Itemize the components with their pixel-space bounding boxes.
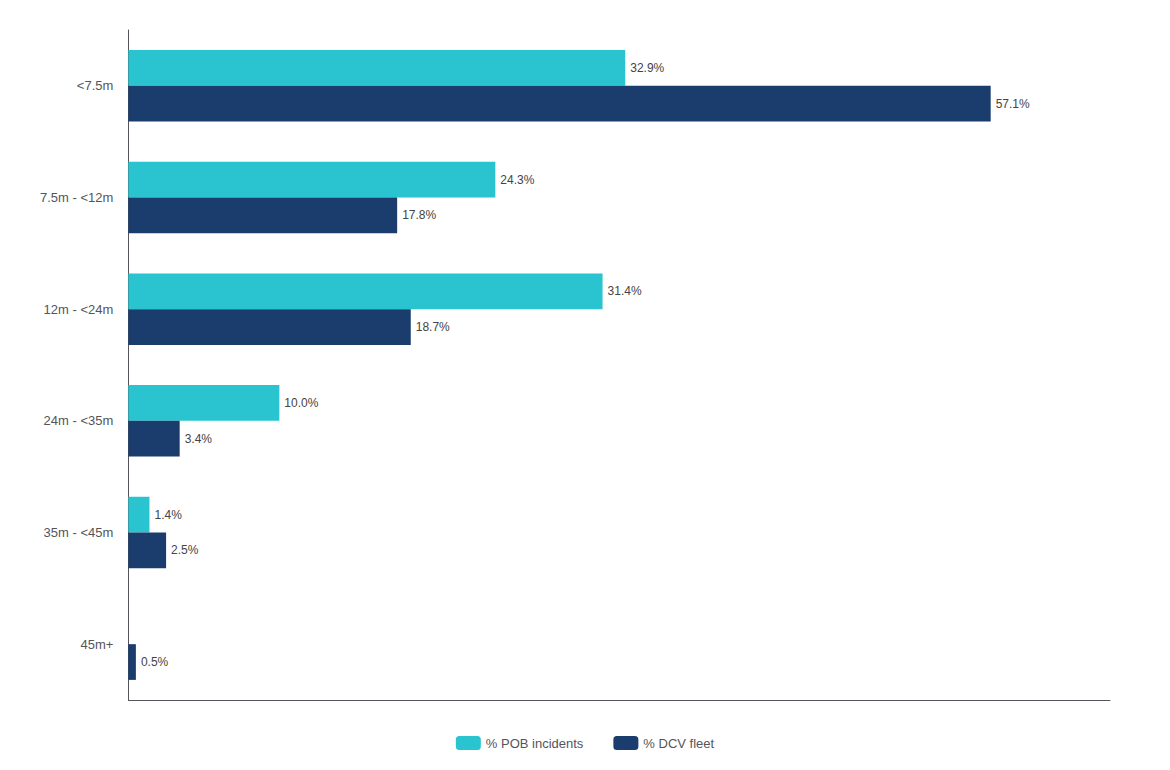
svg-text:31.4%: 31.4% (608, 284, 642, 298)
svg-text:3.4%: 3.4% (185, 432, 213, 446)
svg-text:0.5%: 0.5% (141, 655, 169, 669)
svg-text:12m - <24m: 12m - <24m (44, 302, 114, 317)
svg-text:1.4%: 1.4% (154, 508, 182, 522)
svg-text:24m - <35m: 24m - <35m (44, 413, 114, 428)
svg-text:2.5%: 2.5% (171, 543, 199, 557)
svg-text:35m - <45m: 35m - <45m (44, 525, 114, 540)
svg-text:32.9%: 32.9% (630, 61, 664, 75)
svg-text:18.7%: 18.7% (416, 320, 450, 334)
svg-text:<7.5m: <7.5m (77, 78, 114, 93)
svg-text:45m+: 45m+ (80, 637, 113, 652)
svg-text:57.1%: 57.1% (996, 97, 1030, 111)
svg-text:7.5m - <12m: 7.5m - <12m (40, 190, 113, 205)
svg-text:% DCV fleet: % DCV fleet (643, 736, 714, 751)
svg-text:24.3%: 24.3% (500, 173, 534, 187)
svg-text:10.0%: 10.0% (284, 396, 318, 410)
svg-text:17.8%: 17.8% (402, 208, 436, 222)
svg-text:% POB incidents: % POB incidents (486, 736, 584, 751)
